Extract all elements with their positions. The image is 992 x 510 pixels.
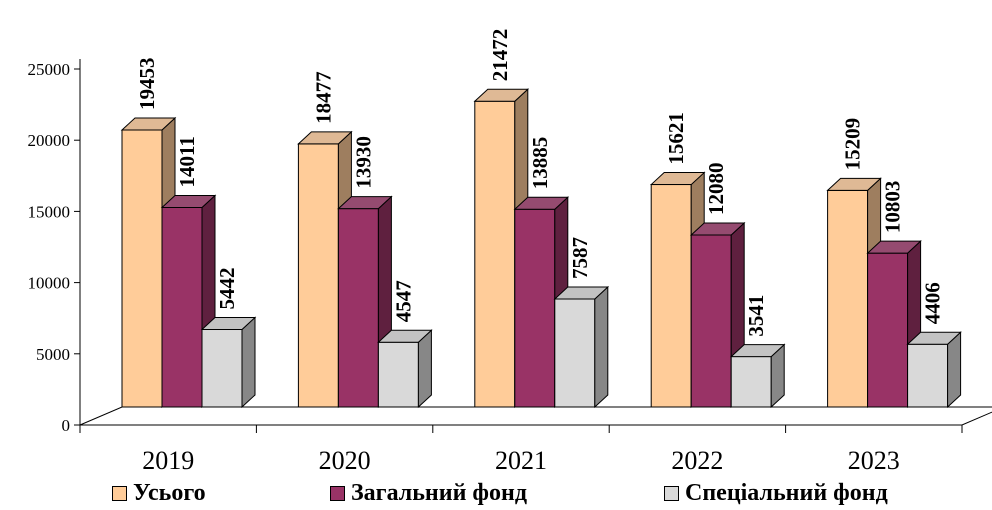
data-label: 10803 <box>881 181 905 234</box>
chart: 0 5000 10000 15000 20000 25000 2019 2020 2021 202… <box>28 29 992 474</box>
data-label: 14011 <box>175 136 199 187</box>
bar-2019-series-2 <box>160 194 217 409</box>
data-label: 4406 <box>921 282 945 324</box>
y-tick-label: 5000 <box>36 345 70 364</box>
bar-2022-series-3 <box>729 343 786 409</box>
data-label: 13930 <box>351 136 375 189</box>
x-tick-label: 2023 <box>848 446 900 474</box>
data-label: 5442 <box>215 268 239 310</box>
x-tick-label: 2022 <box>671 446 723 474</box>
x-tick-label: 2021 <box>495 446 547 474</box>
data-label: 15621 <box>664 112 688 165</box>
data-label: 15209 <box>841 118 865 171</box>
legend-label: Спеціальний фонд <box>685 480 888 506</box>
data-label: 4547 <box>391 280 415 322</box>
legend-swatch <box>330 486 345 501</box>
bar-2020-series-3 <box>377 329 433 409</box>
data-label: 3541 <box>744 295 768 337</box>
data-label: 19453 <box>135 57 159 110</box>
y-tick-label: 10000 <box>28 274 71 293</box>
chart-floor <box>79 406 992 426</box>
legend-label: Усього <box>133 480 206 506</box>
legend-label: Загальний фонд <box>351 480 527 506</box>
y-tick-label: 0 <box>62 416 71 435</box>
legend-swatch <box>112 486 127 501</box>
bar-2023-series-3 <box>906 331 962 409</box>
legend-item: Загальний фонд <box>330 480 527 507</box>
y-tick-label: 25000 <box>28 60 71 79</box>
legend: Усього Загальний фонд Спеціальний фонд <box>0 474 992 510</box>
legend-item: Усього <box>112 480 206 507</box>
data-label: 18477 <box>311 71 335 124</box>
data-label: 7587 <box>568 237 592 279</box>
x-tick-label: 2019 <box>142 446 194 474</box>
bar-2021-series-3 <box>553 285 610 409</box>
x-tick-label: 2020 <box>319 446 371 474</box>
bar-2019-series-3 <box>200 316 257 409</box>
legend-swatch <box>664 486 679 501</box>
y-tick-label: 20000 <box>28 131 71 150</box>
data-label: 13885 <box>528 137 552 190</box>
data-label: 21472 <box>488 29 512 82</box>
bar-2021-series-1 <box>473 88 530 409</box>
data-label: 12080 <box>704 162 728 215</box>
y-tick-label: 15000 <box>28 202 71 221</box>
legend-item: Спеціальний фонд <box>664 480 888 507</box>
